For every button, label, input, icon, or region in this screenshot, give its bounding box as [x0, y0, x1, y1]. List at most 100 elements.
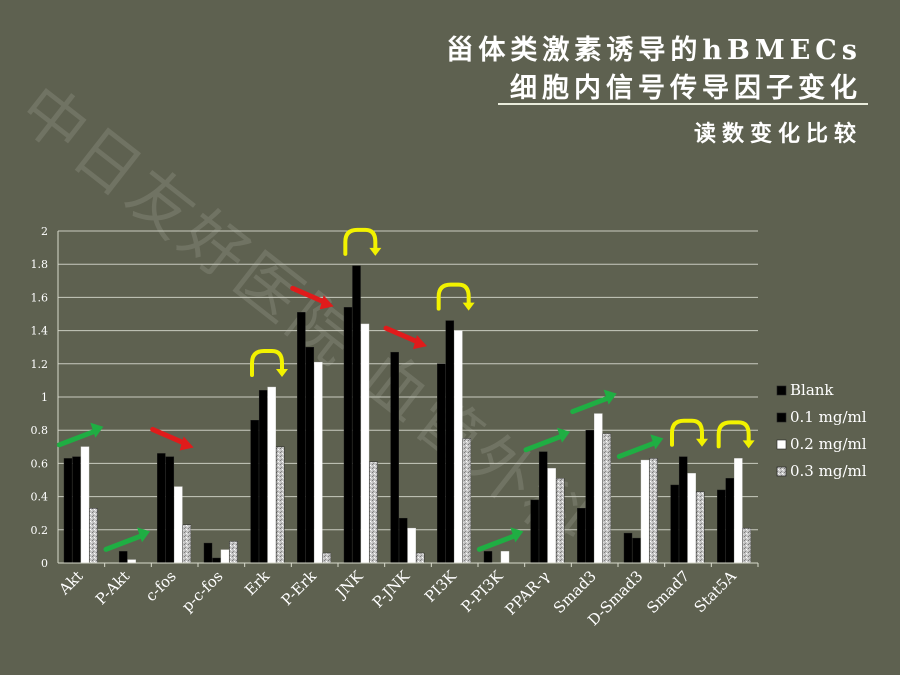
- bar: [369, 461, 378, 564]
- subtitle: 读数变化比较: [693, 121, 862, 147]
- y-tick-label: 0.6: [31, 457, 49, 470]
- bar: [454, 330, 463, 564]
- bar: [267, 386, 276, 564]
- bar: [678, 456, 688, 564]
- trend-arrow-loop-head: [276, 369, 288, 378]
- bar: [687, 473, 696, 564]
- bar: [445, 320, 455, 564]
- title-line-2: 细胞内信号传导因子变化: [510, 73, 862, 104]
- bar: [530, 499, 539, 564]
- trend-arrow-down: [290, 285, 326, 304]
- x-tick-label: P-PI3K: [458, 567, 507, 616]
- trend-arrow-loop: [436, 282, 471, 311]
- legend-label: 0.1 mg/ml: [790, 408, 867, 426]
- bar: [297, 312, 306, 564]
- bar: [322, 552, 332, 564]
- bar: [250, 420, 259, 564]
- trend-arrow-up-head: [510, 527, 524, 543]
- trend-arrows: [56, 227, 755, 552]
- trend-arrow-down-head: [413, 335, 427, 350]
- trend-arrow-loop: [670, 418, 704, 447]
- bar: [118, 551, 128, 564]
- trend-arrow-up: [616, 440, 656, 459]
- bar: [203, 542, 213, 564]
- legend-label: 0.3 mg/ml: [790, 462, 867, 480]
- x-tick-label: p-c-fos: [178, 567, 226, 615]
- bar: [174, 486, 183, 564]
- trend-arrow-loop-head: [369, 247, 382, 256]
- trend-arrow-up-head: [557, 427, 570, 443]
- bar: [695, 491, 705, 564]
- y-tick-label: 1.2: [31, 358, 49, 371]
- bar: [398, 517, 408, 564]
- bar: [649, 458, 658, 564]
- bar: [585, 430, 595, 564]
- trend-arrow-up-head: [137, 527, 150, 543]
- trend-arrow-up: [523, 434, 563, 453]
- bar: [258, 390, 268, 564]
- x-tick-label: JNK: [331, 567, 367, 603]
- bar: [80, 446, 90, 564]
- bar: [305, 347, 315, 564]
- legend-label: Blank: [790, 381, 834, 399]
- bar: [577, 508, 586, 564]
- y-tick-label: 0: [41, 557, 48, 570]
- bar: [623, 532, 633, 564]
- bar: [157, 453, 166, 564]
- bar: [555, 478, 565, 564]
- trend-arrow-loop: [343, 227, 378, 256]
- bar: [63, 458, 73, 564]
- bar: [229, 541, 238, 564]
- x-tick-label: PI3K: [421, 567, 460, 606]
- y-tick-label: 2: [41, 225, 48, 238]
- trend-arrow-down-head: [179, 436, 194, 451]
- trend-arrow-up: [570, 396, 610, 415]
- trend-arrow-up: [476, 533, 516, 552]
- title-line-1: 甾体类激素诱导的hBMECs: [446, 35, 862, 66]
- y-tick-label: 0.2: [31, 524, 49, 537]
- trend-arrow-loop-head: [462, 302, 475, 311]
- x-tick-label: P-Akt: [92, 567, 133, 608]
- bar: [343, 307, 353, 564]
- bar: [462, 438, 472, 564]
- trend-arrow-down: [383, 325, 419, 344]
- bar: [500, 551, 510, 564]
- bar: [352, 265, 361, 564]
- trend-arrow-loop: [716, 420, 751, 449]
- bar: [360, 323, 370, 564]
- bar: [742, 527, 752, 564]
- legend-swatch: [776, 412, 787, 423]
- bar: [314, 361, 323, 564]
- legend-label: 0.2 mg/ml: [790, 435, 867, 453]
- trend-arrow-up: [103, 533, 143, 552]
- y-tick-label: 0.8: [31, 424, 49, 437]
- bar: [725, 478, 735, 564]
- legend-swatch: [776, 466, 787, 477]
- x-tick-label: Erk: [241, 566, 274, 599]
- trend-arrow-down-head: [319, 295, 334, 310]
- bar: [89, 508, 98, 564]
- x-tick-label: c-fos: [142, 567, 180, 605]
- legend: Blank 0.1 mg/ml 0.2 mg/ml 0.3 mg/ml: [776, 381, 867, 480]
- trend-arrow-up-head: [90, 422, 104, 438]
- trend-arrow-loop-head: [742, 440, 755, 449]
- trend-arrow-up-head: [650, 434, 664, 450]
- bar: [437, 363, 446, 564]
- y-tick-label: 1.4: [31, 325, 49, 338]
- bar: [632, 537, 641, 564]
- bar: [72, 456, 81, 564]
- bar: [602, 433, 612, 564]
- bar: [538, 451, 548, 564]
- bar: [275, 446, 285, 564]
- y-tick-label: 1.8: [31, 258, 49, 271]
- bar: [640, 459, 650, 564]
- y-tick-label: 1: [41, 391, 48, 404]
- bar: [483, 551, 493, 564]
- bar: [390, 351, 399, 564]
- x-tick-label: P-Erk: [278, 566, 321, 609]
- trend-arrow-loop-head: [696, 438, 708, 447]
- legend-swatch: [776, 439, 787, 450]
- bars: [63, 265, 752, 564]
